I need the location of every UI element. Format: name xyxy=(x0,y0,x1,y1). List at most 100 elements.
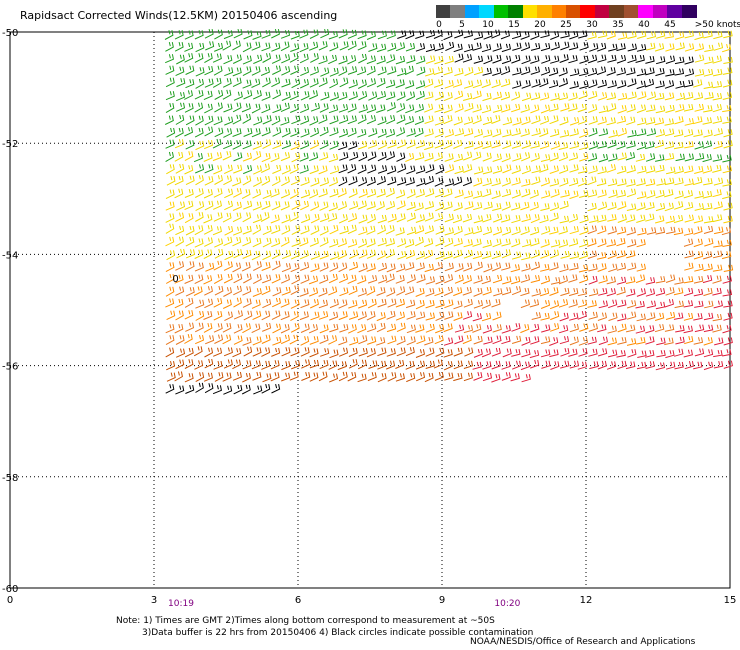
wind-barb xyxy=(540,203,550,211)
wind-barb xyxy=(214,238,224,248)
wind-barb xyxy=(233,248,243,259)
wind-barb xyxy=(424,141,434,151)
wind-barb xyxy=(415,360,426,370)
wind-barb xyxy=(665,361,676,370)
wind-barb xyxy=(320,28,330,39)
wind-barb xyxy=(521,140,531,149)
wind-barb xyxy=(291,238,301,247)
wind-barb xyxy=(271,310,281,321)
wind-barb xyxy=(521,178,531,187)
wind-barb xyxy=(607,178,618,187)
wind-barb xyxy=(558,239,569,248)
wind-barb xyxy=(472,42,482,51)
wind-barb xyxy=(530,42,541,51)
wind-barb xyxy=(253,116,263,126)
legend-swatch xyxy=(652,5,668,18)
wind-barb xyxy=(290,128,300,137)
wind-barb xyxy=(559,130,570,138)
wind-barb xyxy=(597,92,608,101)
wind-barb xyxy=(473,348,483,358)
wind-barb xyxy=(347,224,357,235)
wind-barb xyxy=(637,91,647,100)
wind-barb xyxy=(347,115,357,125)
wind-barb xyxy=(357,311,367,321)
wind-barb xyxy=(483,336,493,345)
wind-barb xyxy=(425,164,435,174)
wind-barb xyxy=(521,66,531,76)
wind-barb xyxy=(435,165,445,175)
wind-barb xyxy=(511,323,521,332)
wind-barb xyxy=(194,102,204,113)
wind-barb xyxy=(588,104,598,113)
wind-barb xyxy=(224,67,234,77)
wind-barb xyxy=(607,139,617,149)
wind-barb xyxy=(703,216,714,224)
wind-barb xyxy=(702,251,713,260)
wind-barb xyxy=(435,201,445,212)
wind-barb xyxy=(703,349,714,358)
wind-barb xyxy=(357,275,367,285)
wind-barb xyxy=(597,42,607,52)
wind-barb xyxy=(204,115,214,126)
wind-barb xyxy=(233,310,243,320)
wind-barb xyxy=(617,299,627,308)
wind-barb xyxy=(204,164,214,174)
wind-barb xyxy=(281,347,291,357)
wind-barb xyxy=(579,214,589,224)
wind-barb xyxy=(645,67,655,76)
wind-barb xyxy=(598,336,608,346)
wind-barb xyxy=(617,32,628,40)
wind-barb xyxy=(473,215,484,224)
wind-barb xyxy=(665,287,675,296)
wind-barb xyxy=(683,202,694,211)
wind-barb xyxy=(511,348,521,357)
legend-swatch xyxy=(436,5,451,18)
wind-barb xyxy=(233,226,243,236)
wind-barb xyxy=(646,91,657,101)
wind-barb xyxy=(203,322,213,333)
wind-barb xyxy=(694,153,705,161)
wind-barb xyxy=(223,175,232,186)
wind-barb xyxy=(433,262,443,271)
wind-barb xyxy=(291,360,301,370)
wind-barb xyxy=(260,163,270,173)
wind-barb xyxy=(664,141,675,150)
wind-barb xyxy=(577,361,588,370)
wind-barb xyxy=(175,335,185,345)
wind-barb xyxy=(396,200,406,210)
wind-barb xyxy=(318,114,328,124)
wind-barb xyxy=(395,311,405,321)
wind-barb xyxy=(531,115,541,125)
wind-barb xyxy=(366,238,376,248)
wind-barb xyxy=(176,54,185,65)
wind-barb xyxy=(684,335,694,345)
wind-barb xyxy=(406,201,416,211)
wind-barb xyxy=(242,225,252,235)
wind-barb xyxy=(530,336,540,345)
wind-barb xyxy=(521,214,531,223)
wind-barb xyxy=(579,274,589,284)
wind-barb xyxy=(510,373,520,382)
wind-barb xyxy=(559,165,569,174)
wind-barb xyxy=(616,54,627,64)
wind-barb xyxy=(281,263,291,273)
wind-barb xyxy=(626,104,636,113)
wind-barb xyxy=(673,141,684,150)
wind-barb xyxy=(253,54,263,65)
wind-barb xyxy=(174,323,184,334)
wind-barb xyxy=(568,152,579,161)
wind-barb xyxy=(223,30,233,40)
wind-barb xyxy=(271,176,281,187)
wind-barb xyxy=(222,78,232,88)
wind-barb xyxy=(387,372,397,382)
wind-barb xyxy=(281,66,291,76)
wind-barb xyxy=(185,175,195,186)
wind-barb xyxy=(656,178,666,186)
wind-barb xyxy=(385,128,396,138)
wind-barb xyxy=(329,238,339,248)
wind-barb xyxy=(596,178,607,187)
wind-barb xyxy=(252,371,262,381)
wind-barb xyxy=(175,236,184,247)
wind-barb xyxy=(184,53,194,63)
wind-barb xyxy=(261,383,271,394)
